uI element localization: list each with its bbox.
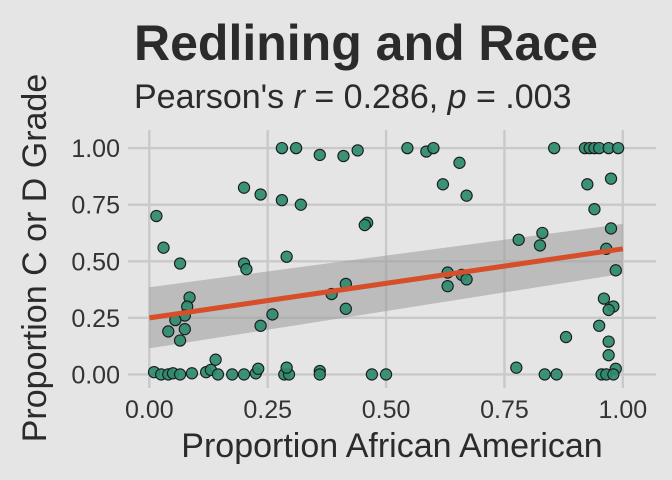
data-point [597, 292, 611, 305]
data-point [427, 141, 440, 155]
x-tick-label: 0.00 [125, 396, 174, 424]
data-point [226, 368, 239, 381]
data-point [441, 280, 454, 293]
y-tick-label: 1.00 [71, 135, 120, 163]
data-point [275, 141, 289, 155]
chart-subtitle: Pearson's r = 0.286, p = .003 [134, 78, 571, 116]
y-tick-labels: 0.00 0.25 0.50 0.75 1.00 [71, 135, 120, 389]
data-point [538, 368, 551, 381]
data-point [173, 257, 187, 270]
data-point [254, 319, 267, 332]
data-point [602, 335, 615, 348]
data-point [280, 250, 293, 263]
data-point [609, 264, 622, 277]
data-point [611, 141, 625, 155]
data-point [157, 241, 170, 254]
subtitle-r-symbol: r [294, 78, 307, 116]
x-tick-label: 1.00 [599, 396, 648, 424]
data-point [173, 368, 187, 381]
data-point [436, 178, 450, 191]
data-point [588, 203, 601, 216]
data-point [240, 263, 253, 276]
data-point [604, 222, 618, 235]
data-point [453, 156, 466, 169]
fit-line-group [148, 246, 624, 321]
data-point [237, 181, 251, 194]
data-point [150, 209, 163, 223]
data-point [178, 323, 191, 336]
data-point [604, 172, 618, 185]
data-point [533, 239, 547, 252]
data-point [289, 141, 303, 155]
y-tick-label: 0.25 [71, 305, 120, 333]
data-point [254, 188, 267, 201]
data-point [602, 349, 615, 362]
data-point [211, 368, 225, 381]
data-point [512, 233, 525, 246]
x-tick-label: 0.75 [480, 396, 529, 424]
data-point [162, 325, 175, 338]
y-tick-label: 0.00 [71, 361, 120, 389]
data-point [365, 368, 379, 381]
data-point [266, 308, 279, 321]
data-point [559, 330, 573, 344]
subtitle-p-symbol: p [447, 78, 467, 116]
data-point [548, 141, 561, 155]
data-point [379, 368, 393, 381]
data-point [313, 148, 326, 162]
data-point [460, 273, 473, 286]
data-point [401, 141, 414, 155]
x-tick-label: 0.50 [362, 396, 411, 424]
data-point [550, 368, 563, 381]
data-point [339, 302, 352, 315]
data-point [209, 353, 222, 366]
data-point [337, 149, 350, 163]
data-point [252, 362, 265, 375]
data-point [460, 189, 473, 202]
data-point [280, 361, 293, 374]
y-tick-label: 0.75 [71, 192, 120, 220]
data-point [294, 198, 307, 211]
subtitle-prefix: Pearson's [134, 78, 294, 116]
subtitle-p-value: = .003 [467, 78, 572, 116]
data-point [358, 218, 371, 232]
y-tick-label: 0.50 [71, 248, 120, 276]
x-tick-label: 0.25 [243, 396, 292, 424]
x-tick-labels: 0.00 0.25 0.50 0.75 1.00 [125, 396, 647, 424]
chart-title: Redlining and Race [134, 15, 598, 71]
data-point [602, 303, 615, 317]
data-point [510, 361, 523, 374]
fit-line [148, 246, 624, 321]
data-point [351, 144, 364, 157]
data-point [275, 194, 289, 207]
data-point [593, 319, 606, 332]
data-point [536, 226, 549, 240]
y-axis-label: Proportion C or D Grade [16, 74, 54, 443]
data-point [173, 334, 187, 347]
subtitle-r-value: = 0.286, [305, 78, 448, 116]
data-point [607, 368, 620, 381]
data-point [581, 178, 594, 191]
x-axis-label: Proportion African American [181, 427, 602, 465]
data-point [185, 367, 199, 380]
data-point [237, 368, 251, 381]
data-point [313, 368, 326, 381]
